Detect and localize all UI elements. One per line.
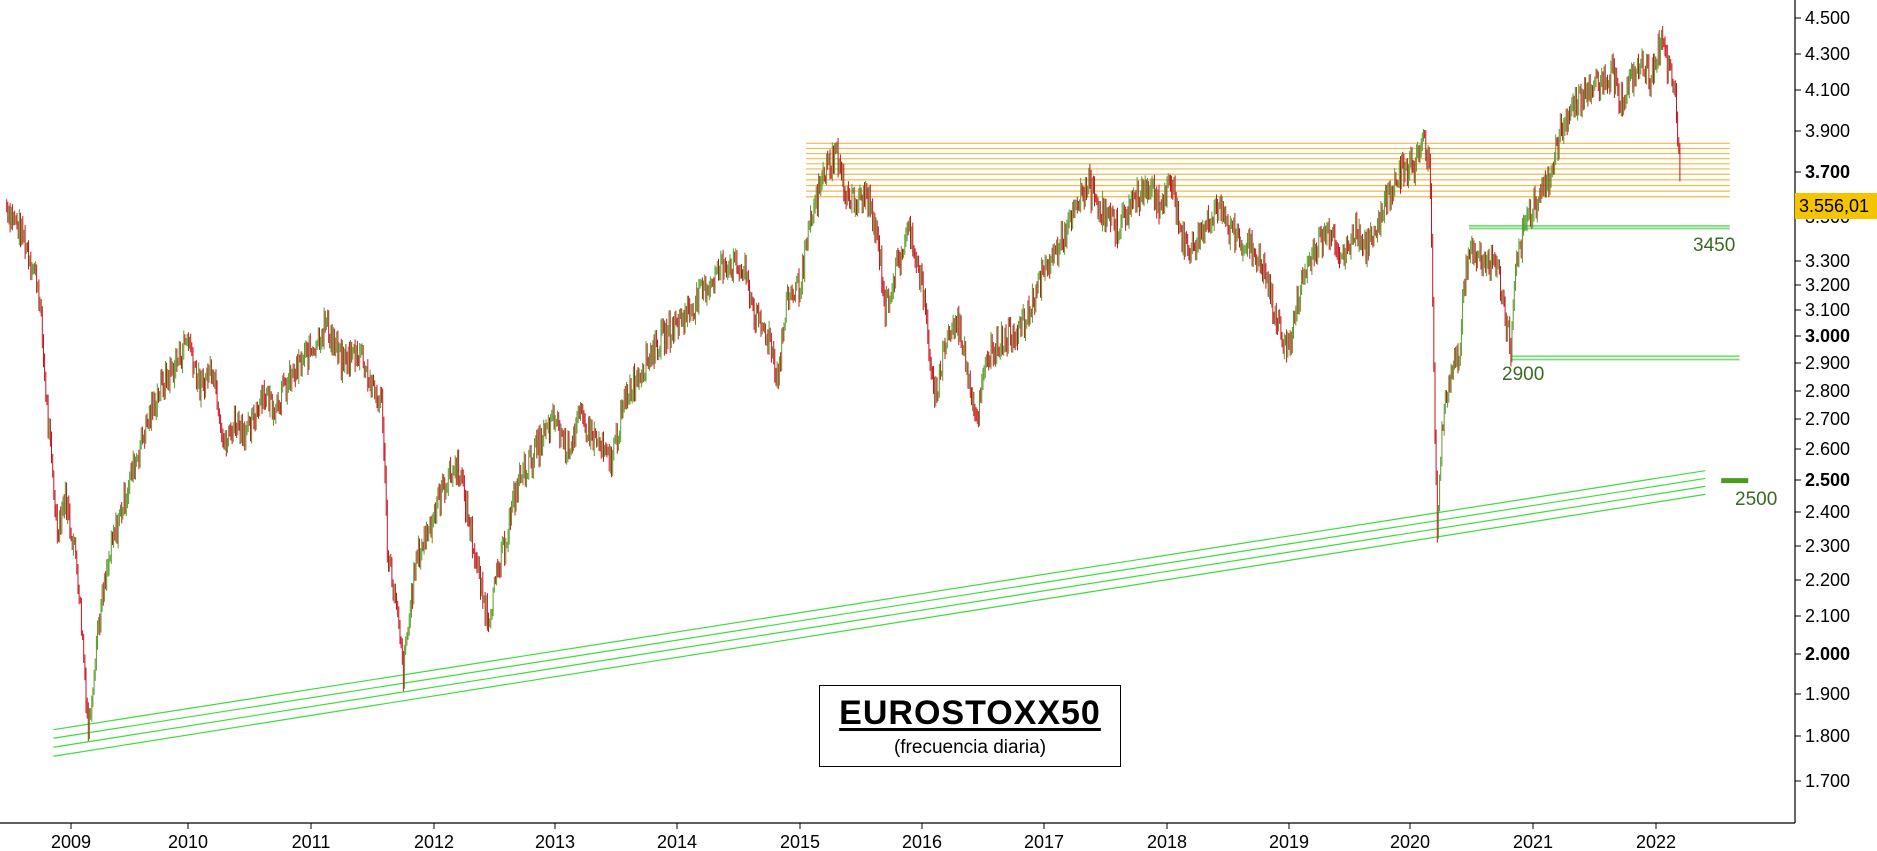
y-tick-label: 3.300	[1805, 251, 1850, 271]
x-tick-label: 2010	[168, 832, 208, 851]
chart-title: EUROSTOXX50	[839, 694, 1101, 732]
x-tick-label: 2018	[1147, 832, 1187, 851]
x-tick-label: 2011	[292, 832, 331, 851]
y-tick-label: 2.600	[1805, 439, 1850, 459]
support-label-2900: 2900	[1502, 364, 1544, 385]
y-tick-label: 2.400	[1805, 502, 1850, 522]
support-lines	[1469, 224, 1749, 484]
y-tick-label: 2.200	[1805, 570, 1850, 590]
y-tick-label: 3.200	[1805, 275, 1850, 295]
x-tick-label: 2021	[1513, 832, 1553, 851]
trend-line	[53, 493, 1706, 757]
x-tick-label: 2009	[51, 832, 91, 851]
y-tick-label: 1.800	[1805, 726, 1850, 746]
x-tick-label: 2019	[1269, 832, 1309, 851]
y-tick-label: 1.900	[1805, 684, 1850, 704]
y-tick-label: 3.700	[1805, 162, 1850, 182]
x-tick-label: 2022	[1636, 832, 1676, 851]
support-label-3450: 3450	[1693, 235, 1735, 256]
y-tick-label: 2.000	[1805, 644, 1850, 664]
trend-line	[53, 470, 1706, 731]
y-axis-ticks: 4.5004.3004.1003.9003.7003.5003.3003.200…	[1795, 8, 1850, 791]
trend-line	[53, 485, 1706, 748]
x-tick-label: 2014	[657, 832, 697, 851]
y-tick-label: 3.900	[1805, 121, 1850, 141]
x-axis-ticks: 2009 2010 2011 2012 2013 2014 2015 2016 2017 2018…	[51, 823, 1676, 851]
chart-subtitle: (frecuencia diaria)	[893, 737, 1047, 758]
y-tick-label: 4.300	[1805, 44, 1850, 64]
trend-line	[53, 477, 1706, 739]
trend-lines	[53, 470, 1706, 757]
y-tick-label: 1.700	[1805, 771, 1850, 791]
y-tick-label: 4.500	[1805, 8, 1850, 28]
support-label-2500: 2500	[1735, 489, 1777, 510]
price-bars	[6, 26, 1681, 742]
y-tick-label: 4.100	[1805, 80, 1850, 100]
x-tick-label: 2017	[1024, 832, 1064, 851]
x-tick-label: 2015	[780, 832, 820, 851]
y-tick-label: 2.900	[1805, 353, 1850, 373]
y-tick-label: 3.100	[1805, 300, 1850, 320]
x-tick-label: 2016	[902, 832, 942, 851]
x-tick-label: 2013	[535, 832, 575, 851]
y-tick-label: 2.500	[1805, 470, 1850, 490]
annotations: 3450 2900 2500	[1502, 235, 1777, 510]
y-tick-label: 2.100	[1805, 606, 1850, 626]
x-tick-label: 2020	[1390, 832, 1430, 851]
y-tick-label: 2.700	[1805, 409, 1850, 429]
y-tick-label: 2.300	[1805, 536, 1850, 556]
last-price-badge: 3.556,01	[1795, 193, 1877, 219]
resistance-zone	[806, 142, 1730, 198]
x-tick-label: 2012	[414, 832, 454, 851]
y-tick-label: 3.000	[1805, 326, 1850, 346]
chart-title-box: EUROSTOXX50 (frecuencia diaria)	[819, 685, 1121, 767]
axes	[0, 0, 1796, 824]
y-tick-label: 2.800	[1805, 381, 1850, 401]
